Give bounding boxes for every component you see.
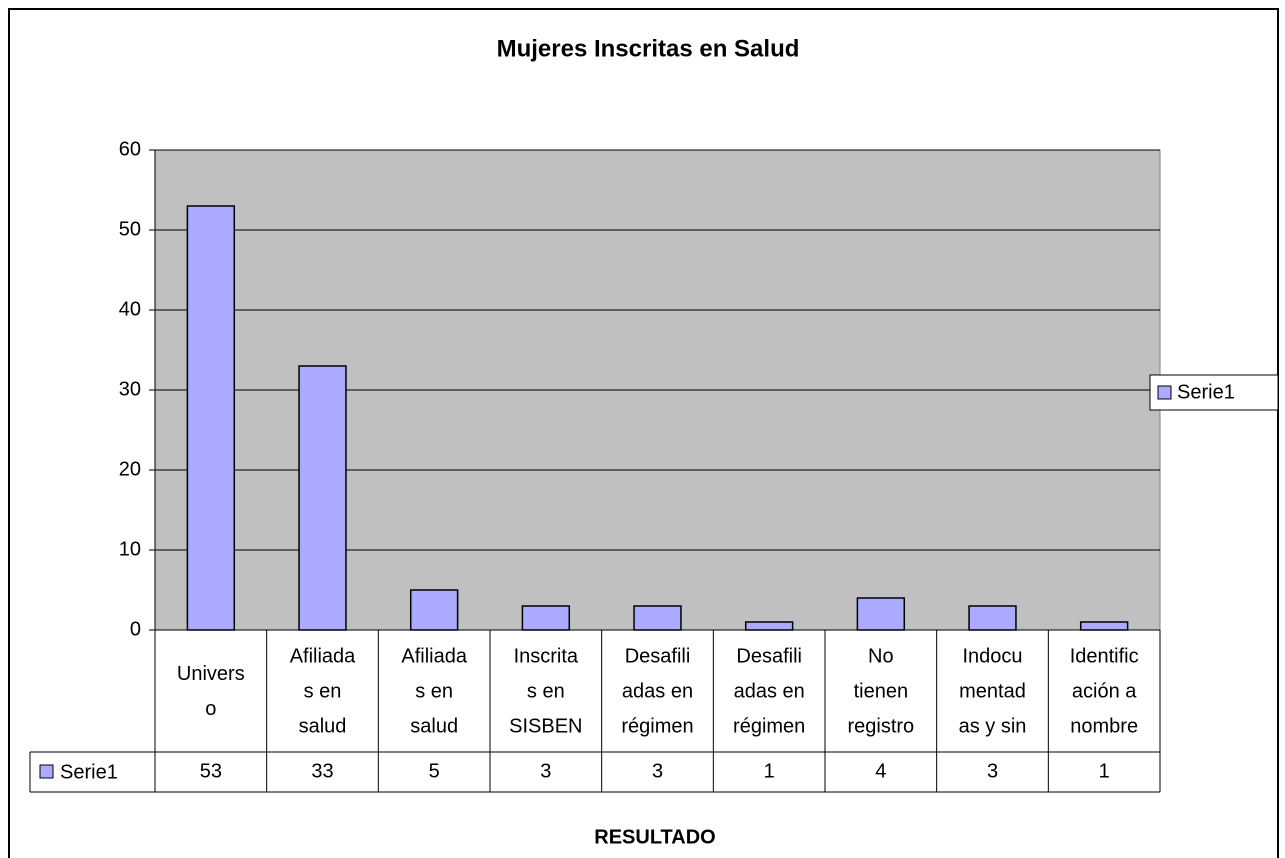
y-tick-label: 50 [119,218,141,240]
bar [186,205,236,631]
x-tick-label: ación a [1072,680,1137,702]
bar [968,605,1017,631]
bar [298,365,347,631]
table-value: 1 [764,760,775,782]
x-tick-label: Inscrita [514,645,579,667]
x-tick-label: SISBEN [509,715,582,737]
x-tick-label: Univers [177,663,245,685]
table-value: 53 [200,760,222,782]
x-tick-label: salud [299,715,347,737]
bar [1079,621,1129,631]
table-value: 3 [987,760,998,782]
x-tick-label: Desafili [625,645,691,667]
bar [409,589,459,631]
x-tick-label: o [205,698,216,720]
x-tick-label: No [868,645,894,667]
y-tick-label: 40 [119,298,141,320]
legend-label: Serie1 [1177,381,1235,403]
table-value: 3 [540,760,551,782]
y-tick-label: 20 [119,458,141,480]
x-tick-label: Afiliada [290,645,356,667]
x-tick-label: Desafili [736,645,802,667]
x-tick-label: as y sin [959,715,1027,737]
y-tick-label: 30 [119,378,141,400]
x-tick-label: salud [410,715,458,737]
y-tick-label: 10 [119,538,141,560]
table-value: 1 [1099,760,1110,782]
table-value: 3 [652,760,663,782]
x-tick-label: adas en [734,680,805,702]
x-tick-label: registro [847,715,914,737]
bar [856,597,906,631]
legend-key [1157,385,1172,400]
x-tick-label: régimen [733,715,805,737]
table-value: 5 [429,760,440,782]
table-series-name: Serie1 [60,761,118,783]
x-tick-label: régimen [621,715,693,737]
x-tick-label: Indocu [962,645,1022,667]
bar [744,621,794,631]
chart-title: Mujeres Inscritas en Salud [497,35,800,62]
x-axis-title: RESULTADO [594,826,715,848]
y-tick-label: 0 [130,618,141,640]
x-tick-label: s en [527,680,565,702]
x-tick-label: adas en [622,680,693,702]
x-tick-label: s en [304,680,342,702]
x-tick-label: Identific [1070,645,1139,667]
x-tick-label: nombre [1070,715,1138,737]
bar [633,605,682,631]
x-tick-label: s en [415,680,453,702]
x-tick-label: tienen [854,680,909,702]
bar [521,605,571,631]
x-tick-label: Afiliada [401,645,467,667]
table-key [39,764,54,779]
table-value: 33 [311,760,333,782]
table-value: 4 [875,760,886,782]
x-tick-label: mentad [959,680,1026,702]
y-tick-label: 60 [119,138,141,160]
